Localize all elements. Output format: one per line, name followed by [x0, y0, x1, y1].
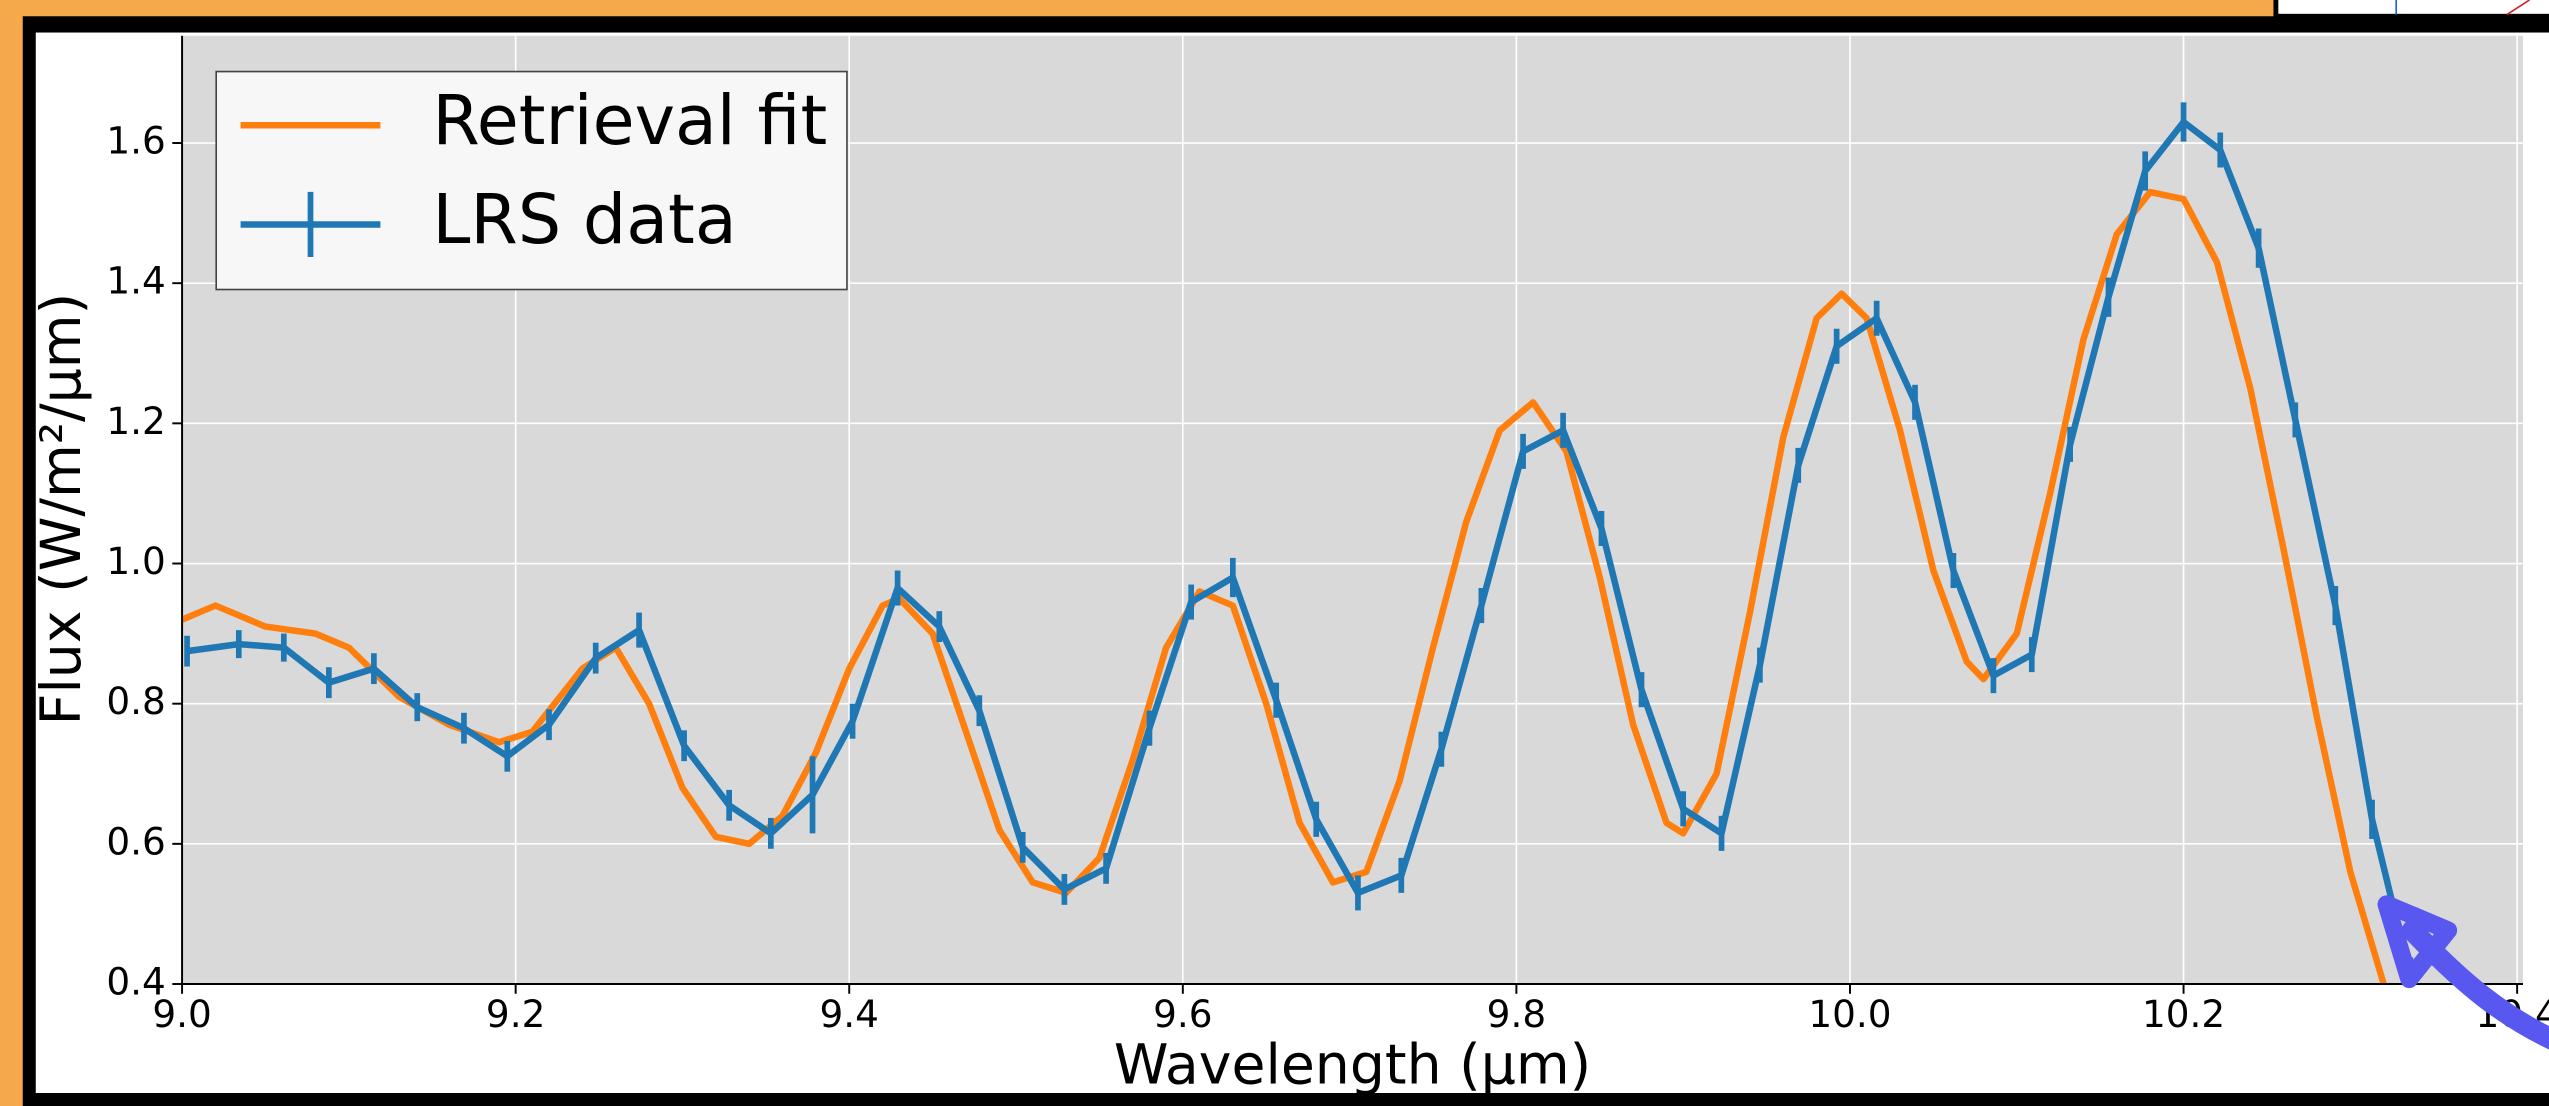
- legend-label: Retrieval fit: [432, 82, 827, 161]
- annotation-arrowhead: [2377, 895, 2458, 989]
- y-tick-label: 1.2: [106, 399, 165, 443]
- offset-text: 1e−18: [182, 16, 237, 35]
- axes: 9.09.29.49.69.810.010.210.40.40.60.81.01…: [106, 35, 2549, 1036]
- x-tick-label: 9.2: [486, 992, 545, 1036]
- legend-box: [215, 70, 848, 291]
- x-tick-label: 9.0: [152, 992, 211, 1036]
- y-tick-label: 0.6: [106, 819, 165, 863]
- y-tick-label: 1.6: [106, 119, 165, 163]
- x-tick-label: 9.6: [1153, 992, 1212, 1036]
- x-axis-label: Wavelength (μm): [1114, 1034, 1591, 1098]
- y-tick-label: 1.4: [106, 259, 165, 303]
- y-axis-label: Flux (W/m²/μm): [30, 293, 94, 726]
- y-tick-label: 0.4: [106, 960, 165, 1004]
- x-tick-label: 10.2: [2142, 992, 2225, 1036]
- y-tick-label: 1.0: [106, 539, 165, 583]
- x-tick-label: 9.8: [1487, 992, 1546, 1036]
- marks: [182, 102, 2414, 985]
- x-tick-label: 10.0: [1808, 992, 1891, 1036]
- inset-window: [2273, 0, 2549, 19]
- legend-label: LRS data: [432, 181, 736, 260]
- inset-detail: [2506, 0, 2530, 16]
- legend: Retrieval fit LRS data: [215, 70, 848, 291]
- x-tick-label: 9.4: [820, 992, 879, 1036]
- y-tick-label: 0.8: [106, 679, 165, 723]
